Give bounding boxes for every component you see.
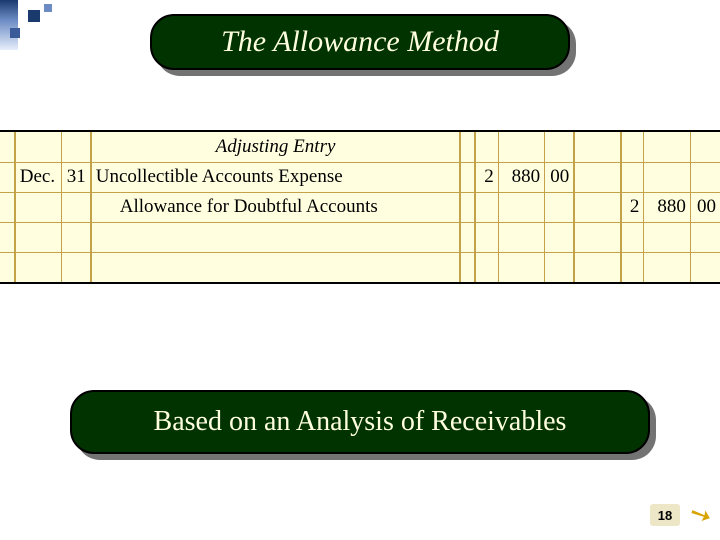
credit-hundreds: 880 <box>644 192 690 222</box>
table-row: Dec. 31 Uncollectible Accounts Expense 2… <box>0 162 720 192</box>
subtitle-text: Based on an Analysis of Receivables <box>154 406 567 438</box>
debit-hundreds: 880 <box>498 162 544 192</box>
ledger-header-row: Adjusting Entry <box>0 132 720 162</box>
arrow-icon: ➘ <box>685 497 717 533</box>
debit-thousands: 2 <box>475 162 498 192</box>
title-banner: The Allowance Method <box>150 14 570 70</box>
cell-desc: Allowance for Doubtful Accounts <box>91 192 461 222</box>
page-number: 18 <box>650 504 680 526</box>
corner-decoration <box>0 0 60 50</box>
ledger-table: Adjusting Entry Dec. 31 Uncollectible Ac… <box>0 130 720 284</box>
table-row <box>0 222 720 252</box>
debit-cents: 00 <box>545 162 575 192</box>
subtitle-banner: Based on an Analysis of Receivables <box>70 390 650 454</box>
title-text: The Allowance Method <box>221 25 499 59</box>
cell-day: 31 <box>61 162 91 192</box>
credit-thousands: 2 <box>621 192 644 222</box>
table-row: Allowance for Doubtful Accounts 2 880 00 <box>0 192 720 222</box>
credit-cents: 00 <box>690 192 720 222</box>
cell-desc: Uncollectible Accounts Expense <box>91 162 461 192</box>
cell-month: Dec. <box>15 162 61 192</box>
table-row <box>0 252 720 282</box>
cell-day <box>61 192 91 222</box>
entry-header: Adjusting Entry <box>91 132 461 162</box>
cell-month <box>15 192 61 222</box>
